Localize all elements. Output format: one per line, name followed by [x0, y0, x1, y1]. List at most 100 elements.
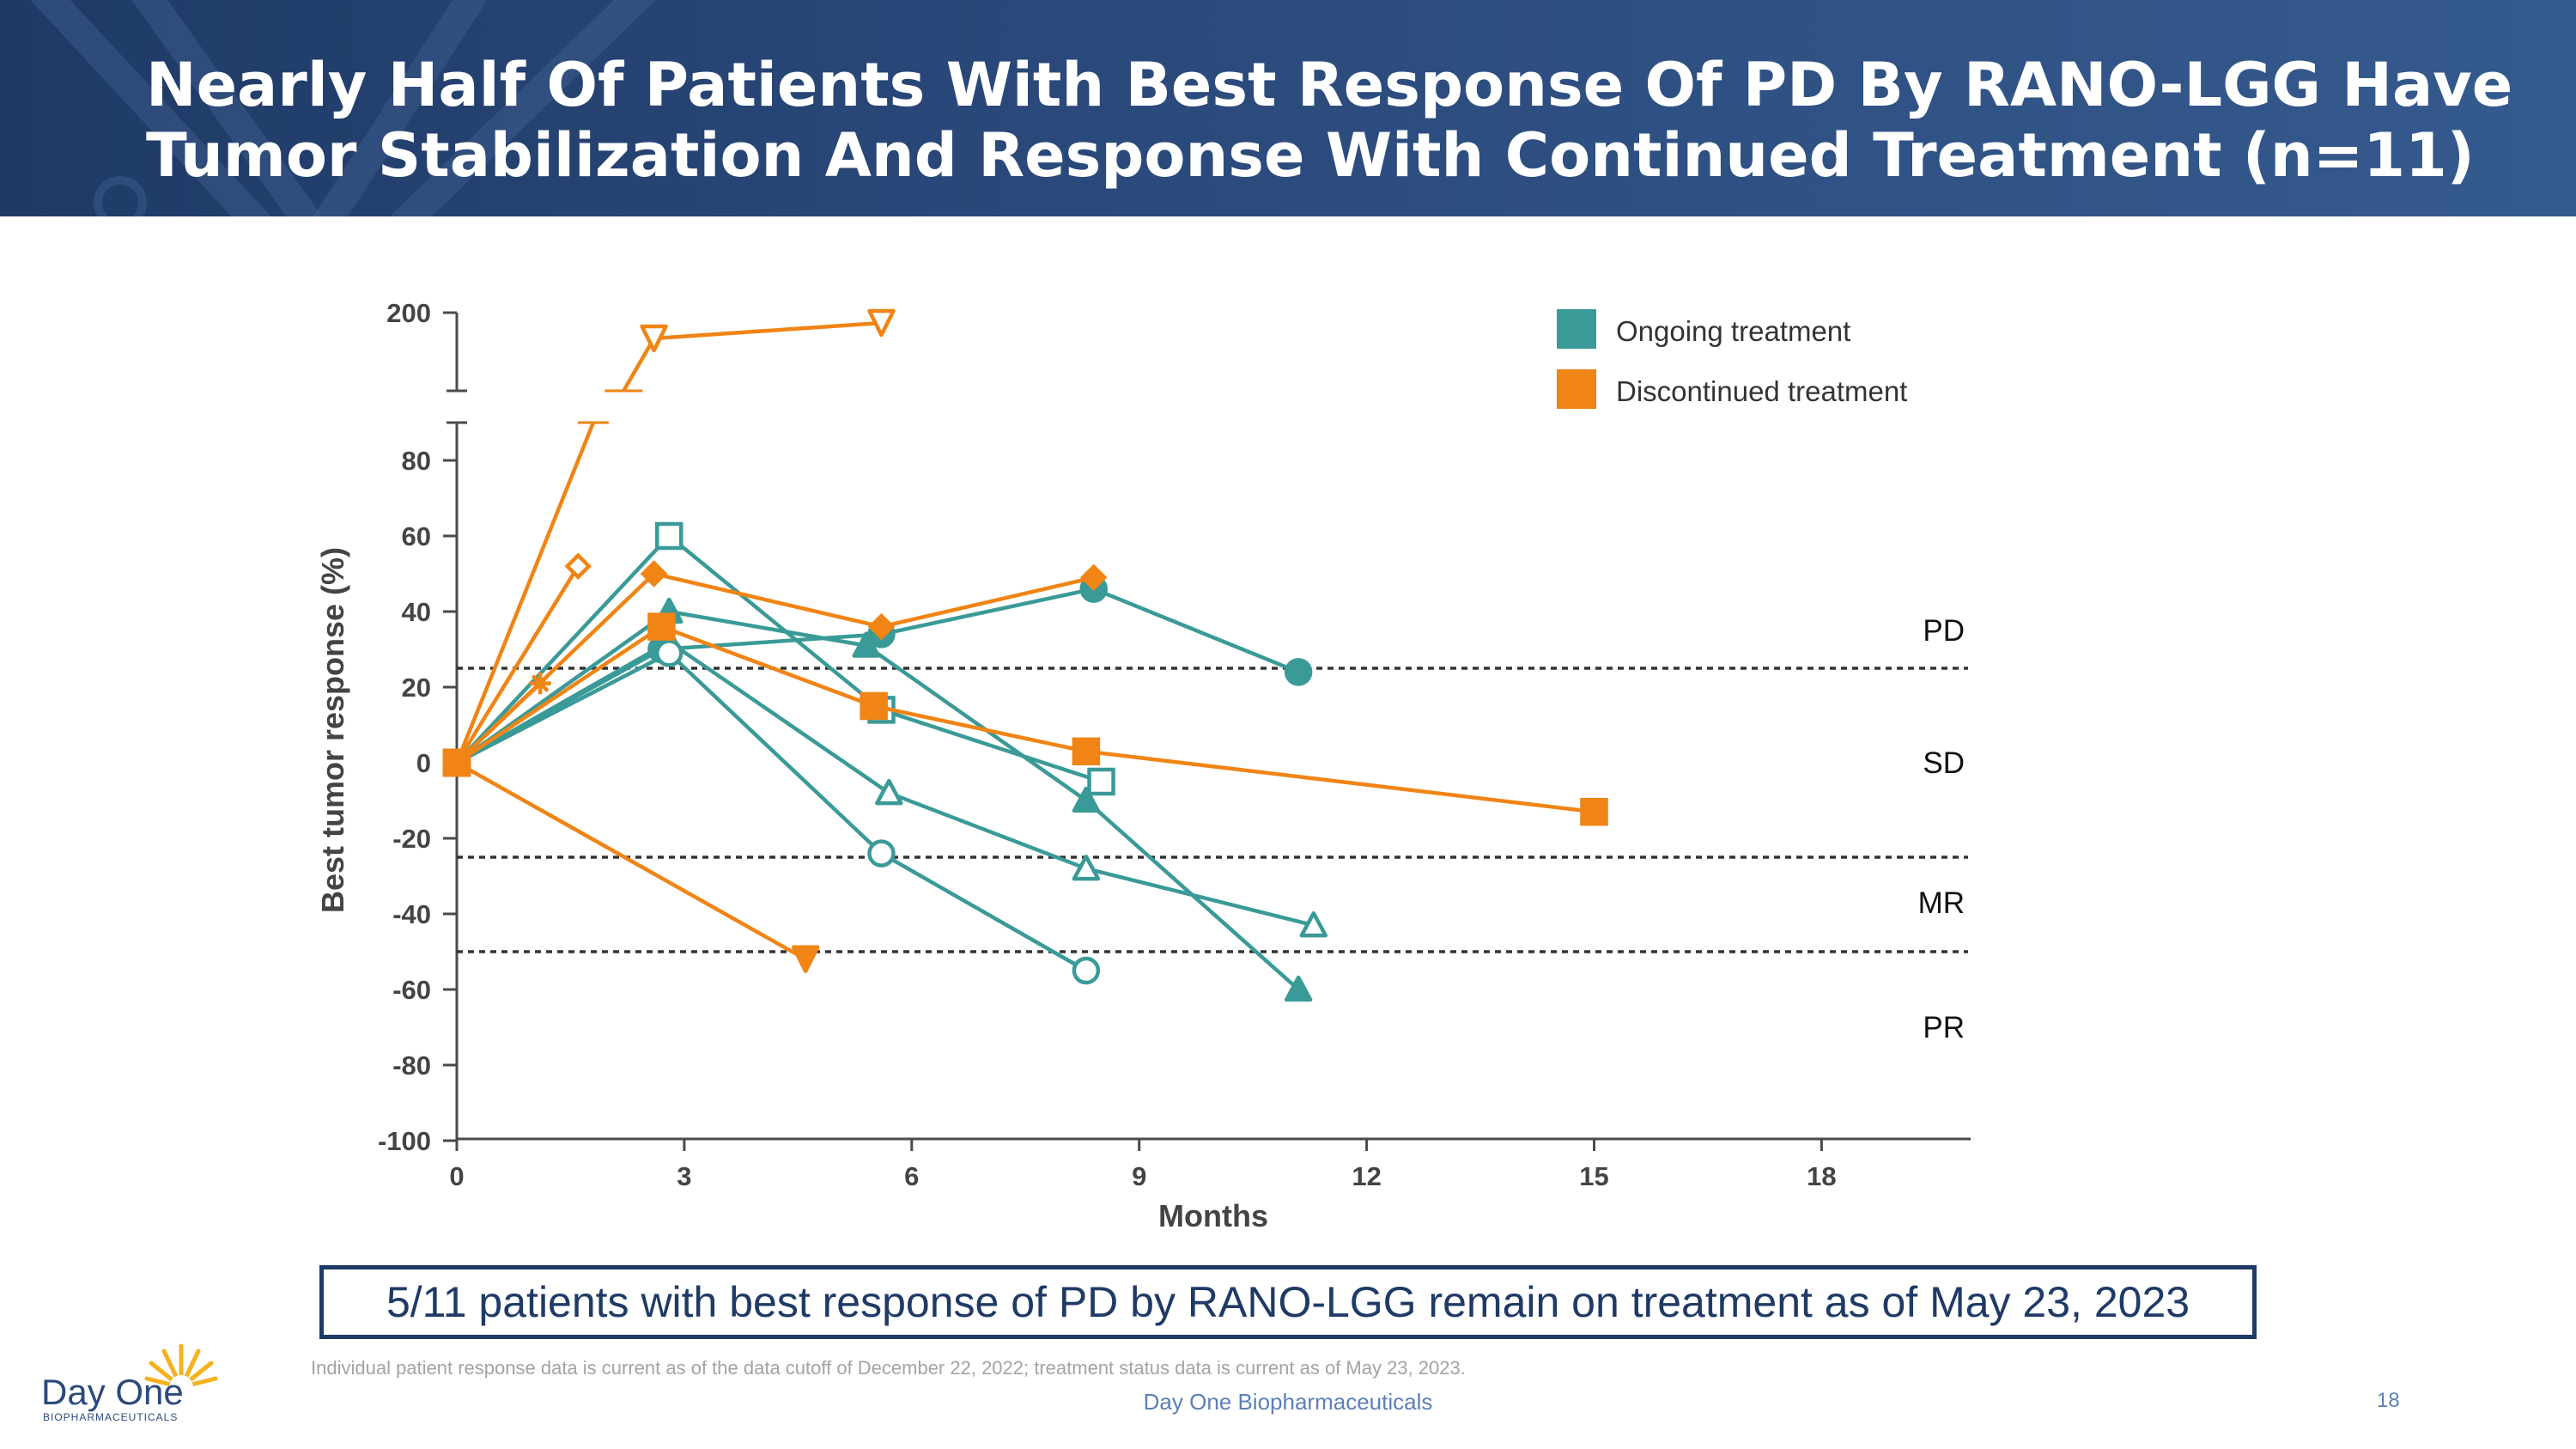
header-decoration	[30, 0, 656, 216]
series-1-ongoing-point-shape	[1284, 658, 1313, 686]
y-tick-label: -40	[392, 899, 431, 929]
company-logo: Day One BIOPHARMACEUTICALS	[41, 1336, 230, 1423]
series-5-ongoing-point-shape	[1072, 956, 1101, 985]
legend-label: Ongoing treatment	[1616, 315, 1850, 347]
y-tick-label: 0	[416, 748, 431, 778]
legend-swatch	[1557, 309, 1596, 349]
slide-header: Nearly Half Of Patients With Best Respon…	[0, 0, 2576, 216]
series-1-ongoing-point	[1284, 658, 1313, 686]
series-9-discontinued-point	[640, 560, 668, 588]
series-6-discontinued-line-segment	[454, 422, 596, 764]
x-tick-label: 6	[904, 1161, 919, 1191]
series-10-discontinued-point-shape	[1580, 797, 1608, 826]
y-tick-label: -100	[378, 1126, 431, 1156]
series-6-discontinued-point-shape	[867, 308, 896, 338]
series-10-discontinued-point-shape	[1072, 737, 1101, 766]
series-3-ongoing-point	[1284, 975, 1313, 1002]
series-10-discontinued-point	[647, 612, 676, 641]
series-10-discontinued-point-shape	[647, 612, 676, 641]
y-tick-label: 80	[402, 446, 431, 476]
series-6-discontinued-point	[640, 324, 668, 353]
series-4-ongoing-point-shape	[1299, 910, 1328, 938]
x-tick-label: 0	[449, 1161, 464, 1191]
series-9-discontinued-point	[867, 612, 896, 641]
series-5-ongoing-point	[867, 839, 896, 868]
y-tick-label: 40	[402, 597, 431, 627]
x-tick-label: 9	[1132, 1161, 1146, 1191]
series-9-discontinued-point-shape	[640, 560, 668, 588]
series-9-discontinued-line	[455, 571, 1095, 764]
series-2-ongoing-point-shape	[654, 521, 683, 551]
series-6-discontinued-point	[867, 308, 896, 338]
series-9-discontinued-point-shape	[1079, 563, 1108, 592]
series-6-discontinued-point-shape	[640, 324, 668, 353]
series-11-discontinued-point	[791, 945, 820, 974]
region-label-sd: SD	[1923, 746, 1965, 780]
series-3-ongoing-point-shape	[1072, 786, 1101, 813]
series-4-ongoing-point	[1072, 854, 1101, 881]
x-tick-label: 12	[1352, 1161, 1381, 1191]
x-axis-label: Months	[1158, 1198, 1268, 1233]
series-5-ongoing-line	[455, 651, 1088, 972]
series-3-ongoing-point	[1072, 786, 1101, 813]
callout-box: 5/11 patients with best response of PD b…	[319, 1265, 2257, 1339]
series-7-discontinued-line	[455, 565, 580, 764]
series-1-ongoing-line	[455, 587, 1299, 764]
series-7-discontinued-point	[564, 552, 592, 580]
series-5-ongoing-point-shape	[654, 639, 683, 667]
series-11-discontinued-point-shape	[791, 945, 820, 974]
sun-icon	[144, 1343, 218, 1396]
series-10-discontinued-point	[1072, 737, 1101, 766]
series-4-ongoing-point-shape	[875, 778, 903, 806]
x-tick-label: 3	[677, 1161, 691, 1191]
series-3-ongoing-point	[852, 631, 881, 658]
slide-title: Nearly Half Of Patients With Best Respon…	[146, 50, 2516, 191]
y-tick-label: 20	[402, 673, 431, 703]
series-5-ongoing-point	[1072, 956, 1101, 985]
series-11-discontinued-point-shape	[442, 748, 471, 777]
x-tick-label: 15	[1579, 1161, 1608, 1191]
logo-subtitle: BIOPHARMACEUTICALS	[43, 1411, 179, 1423]
series-4-ongoing-point	[1299, 910, 1328, 938]
series-2-ongoing-point	[654, 521, 683, 551]
series-10-discontinued-point	[860, 691, 888, 721]
title-line-2: Tumor Stabilization And Response With Co…	[146, 120, 2475, 191]
series-11-discontinued-line	[455, 761, 807, 961]
series-10-discontinued-point-shape	[860, 691, 888, 721]
series-9-discontinued-point-shape	[867, 612, 896, 641]
x-tick-label: 18	[1807, 1161, 1836, 1191]
series-5-ongoing-point-shape	[867, 839, 896, 868]
logo-name: Day One	[41, 1372, 184, 1412]
series-2-ongoing-point	[1087, 767, 1115, 796]
legend-label: Discontinued treatment	[1616, 375, 1907, 407]
series-4-ongoing-line	[455, 639, 1315, 928]
y-tick-label: 60	[402, 521, 431, 551]
series-4-ongoing-point	[875, 778, 903, 806]
footer-company: Day One Biopharmaceuticals	[1143, 1389, 1433, 1415]
region-label-pd: PD	[1923, 614, 1965, 648]
series-2-ongoing-point-shape	[1087, 767, 1115, 796]
series-3-ongoing-point-shape	[852, 631, 881, 658]
y-tick-label: -20	[392, 824, 431, 854]
y-tick-label: -80	[392, 1050, 431, 1081]
footnote: Individual patient response data is curr…	[311, 1357, 1466, 1379]
region-label-mr: MR	[1918, 886, 1965, 920]
y-axis-label: Best tumor response (%)	[315, 547, 350, 913]
series-10-discontinued-line	[455, 624, 1595, 814]
region-label-pr: PR	[1923, 1011, 1965, 1044]
series-2-ongoing-line	[455, 533, 1103, 784]
series-5-ongoing-point	[654, 639, 683, 667]
series-3-ongoing-point-shape	[1284, 975, 1313, 1002]
series-11-discontinued-point	[442, 748, 471, 777]
y-tick-label: -60	[392, 975, 431, 1005]
y-tick-label: 200	[386, 298, 431, 328]
callout-text: 5/11 patients with best response of PD b…	[386, 1278, 2190, 1326]
title-line-1: Nearly Half Of Patients With Best Respon…	[146, 50, 2513, 120]
series-4-ongoing-point-shape	[1072, 854, 1101, 881]
series-9-discontinued-point	[1079, 563, 1108, 592]
series-7-discontinued-point-shape	[564, 552, 592, 580]
legend-swatch	[1557, 369, 1596, 409]
series-10-discontinued-point	[1580, 797, 1608, 826]
page-number: 18	[2377, 1389, 2400, 1412]
